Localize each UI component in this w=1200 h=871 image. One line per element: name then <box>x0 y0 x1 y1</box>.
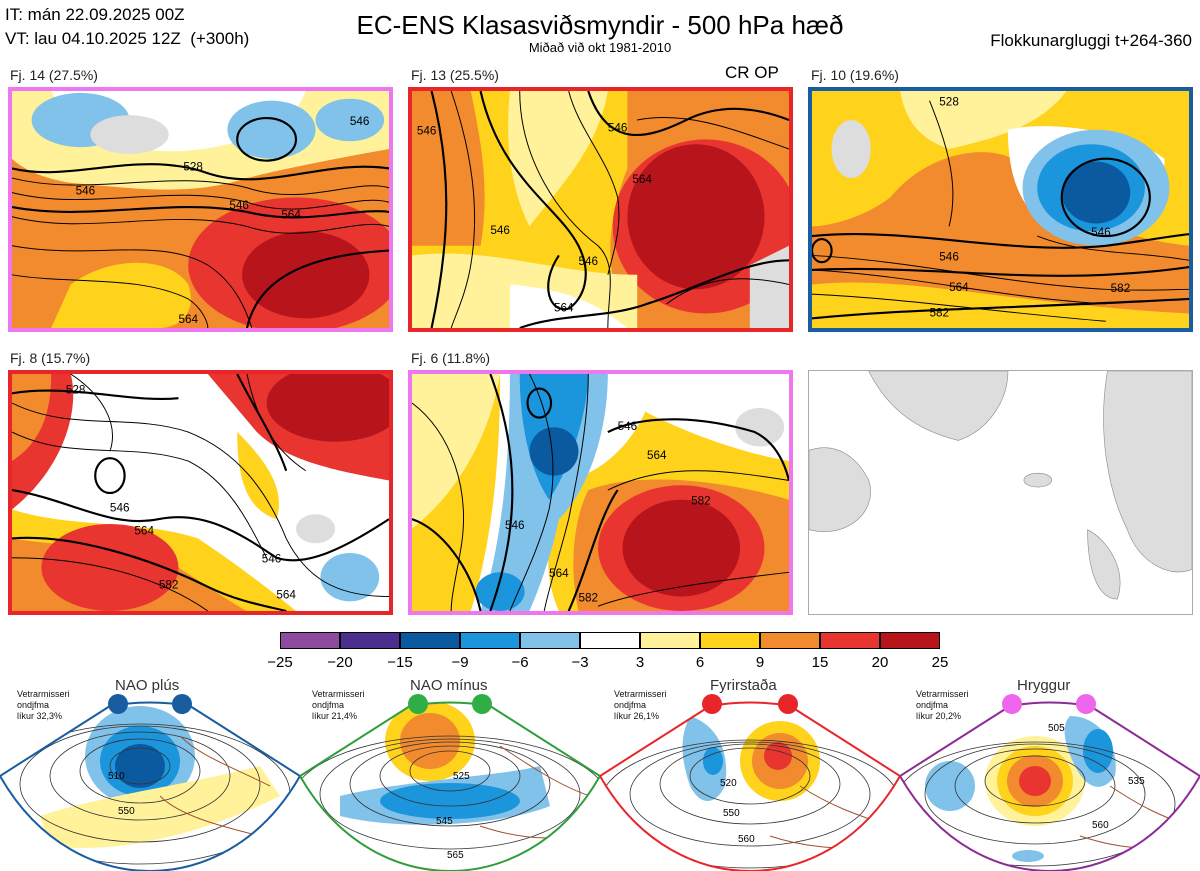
contour-label: 582 <box>930 306 950 319</box>
regime-contour-label: 550 <box>118 806 135 817</box>
regime-4-title: Hryggur <box>1017 677 1071 694</box>
regime-3-note: Vetrarmisseri ondjfma líkur 26,1% <box>614 689 667 721</box>
contour-label: 546 <box>618 420 638 433</box>
colorbar-cell <box>280 632 340 649</box>
contour-label: 582 <box>691 495 711 508</box>
cluster-map-2[interactable]: 546 546 546 564 564 546 <box>408 87 793 332</box>
colorbar-tick: 6 <box>695 654 705 671</box>
contour-label: 546 <box>110 501 130 514</box>
colorbar-tick: −20 <box>327 654 353 671</box>
panel-5-label: Fj. 6 (11.8%) <box>411 350 491 366</box>
colorbar-tick: −15 <box>387 654 413 671</box>
regime-4-note: Vetrarmisseri ondjfma líkur 20,2% <box>916 689 969 721</box>
colorbar-cell <box>820 632 880 649</box>
regime-contour-label: 535 <box>1128 776 1145 787</box>
contour-label: 546 <box>939 250 959 263</box>
contour-label: 528 <box>183 160 203 173</box>
colorbar-cell <box>580 632 640 649</box>
regime-2-note: Vetrarmisseri ondjfma líkur 21,4% <box>312 689 365 721</box>
cluster-map-5[interactable]: 546 564 582 546 564 582 <box>408 370 793 615</box>
panel-2-label: Fj. 13 (25.5%) <box>411 67 499 83</box>
contour-label: 528 <box>939 96 959 109</box>
contour-label: 528 <box>66 383 86 396</box>
regime-contour-label: 560 <box>738 834 755 845</box>
regime-ridge: 505 535 560 <box>900 676 1200 871</box>
colorbar-tick: 9 <box>755 654 765 671</box>
colorbar-cell <box>460 632 520 649</box>
contour-label: 546 <box>608 122 628 135</box>
regime-3-title: Fyrirstaða <box>710 677 777 694</box>
colorbar-tick: −6 <box>511 654 529 671</box>
contour-label: 564 <box>554 302 574 315</box>
regime-blocking: 520 550 560 <box>600 676 900 871</box>
valid-time: VT: lau 04.10.2025 12Z (+300h) <box>5 29 250 48</box>
contour-label: 564 <box>949 281 969 294</box>
regime-contour-label: 525 <box>453 771 470 782</box>
colorbar-cell <box>340 632 400 649</box>
regime-contour-label: 510 <box>108 771 125 782</box>
regime-1-note: Vetrarmisseri ondjfma líkur 32,3% <box>17 689 70 721</box>
contour-label: 546 <box>417 125 437 138</box>
issue-time: IT: mán 22.09.2025 00Z <box>5 5 185 24</box>
crop-label: CR OP <box>725 63 779 82</box>
regime-contour-label: 550 <box>723 808 740 819</box>
contour-label: 564 <box>276 588 296 601</box>
contour-label: 564 <box>281 209 301 222</box>
panel-4-label: Fj. 8 (15.7%) <box>10 350 91 366</box>
contour-label: 546 <box>76 185 96 198</box>
regime-contour-label: 505 <box>1048 723 1065 734</box>
panel-3-label: Fj. 10 (19.6%) <box>811 67 899 83</box>
regime-1-title: NAO plús <box>115 677 180 694</box>
contour-label: 564 <box>134 525 154 538</box>
contour-label: 546 <box>578 255 598 268</box>
contour-label: 564 <box>647 449 667 462</box>
contour-label: 546 <box>350 115 370 128</box>
contour-label: 546 <box>262 553 282 566</box>
contour-label: 564 <box>549 567 569 580</box>
contour-label: 564 <box>178 313 198 326</box>
page-subtitle: Miðað við okt 1981-2010 <box>528 40 672 55</box>
colorbar-tick: 25 <box>931 654 949 671</box>
colorbar-tick: 15 <box>811 654 829 671</box>
colorbar-tick: −3 <box>571 654 589 671</box>
classification-window: Flokkunargluggi t+264-360 <box>990 31 1192 50</box>
contour-label: 582 <box>159 579 179 592</box>
panel-1-label: Fj. 14 (27.5%) <box>10 67 98 83</box>
contour-label: 546 <box>505 519 525 532</box>
regime-contour-label: 565 <box>447 850 464 861</box>
regime-contour-label: 560 <box>1092 820 1109 831</box>
page-title: EC-ENS Klasasviðsmyndir - 500 hPa hæð <box>356 10 844 40</box>
regime-contour-label: 520 <box>720 778 737 789</box>
contour-label: 546 <box>229 199 249 212</box>
colorbar-cell <box>400 632 460 649</box>
colorbar-cell <box>760 632 820 649</box>
contour-label: 546 <box>490 224 510 237</box>
cluster-map-1[interactable]: 528 546 546 564 564 546 <box>8 87 393 332</box>
colorbar-tick: −25 <box>267 654 293 671</box>
contour-label: 582 <box>578 591 598 604</box>
cluster-map-4[interactable]: 528 546 564 546 564 582 <box>8 370 393 615</box>
colorbar-tick: 20 <box>871 654 889 671</box>
contour-label: 546 <box>1091 226 1111 239</box>
colorbar-cell <box>520 632 580 649</box>
regime-2-title: NAO mínus <box>410 677 488 694</box>
regime-nao-minus: 525 545 565 <box>300 676 600 871</box>
colorbar-tick: 3 <box>635 654 645 671</box>
contour-label: 582 <box>1111 282 1131 295</box>
colorbar-tick: −9 <box>451 654 469 671</box>
regime-contour-label: 545 <box>436 816 453 827</box>
regime-nao-plus: 510 550 <box>0 676 300 871</box>
contour-label: 564 <box>632 173 652 186</box>
colorbar-cell <box>640 632 700 649</box>
colorbar-cell <box>700 632 760 649</box>
base-map-empty <box>808 370 1193 615</box>
cluster-map-3[interactable]: 528 546 546 564 582 582 <box>808 87 1193 332</box>
colorbar-cell <box>880 632 940 649</box>
